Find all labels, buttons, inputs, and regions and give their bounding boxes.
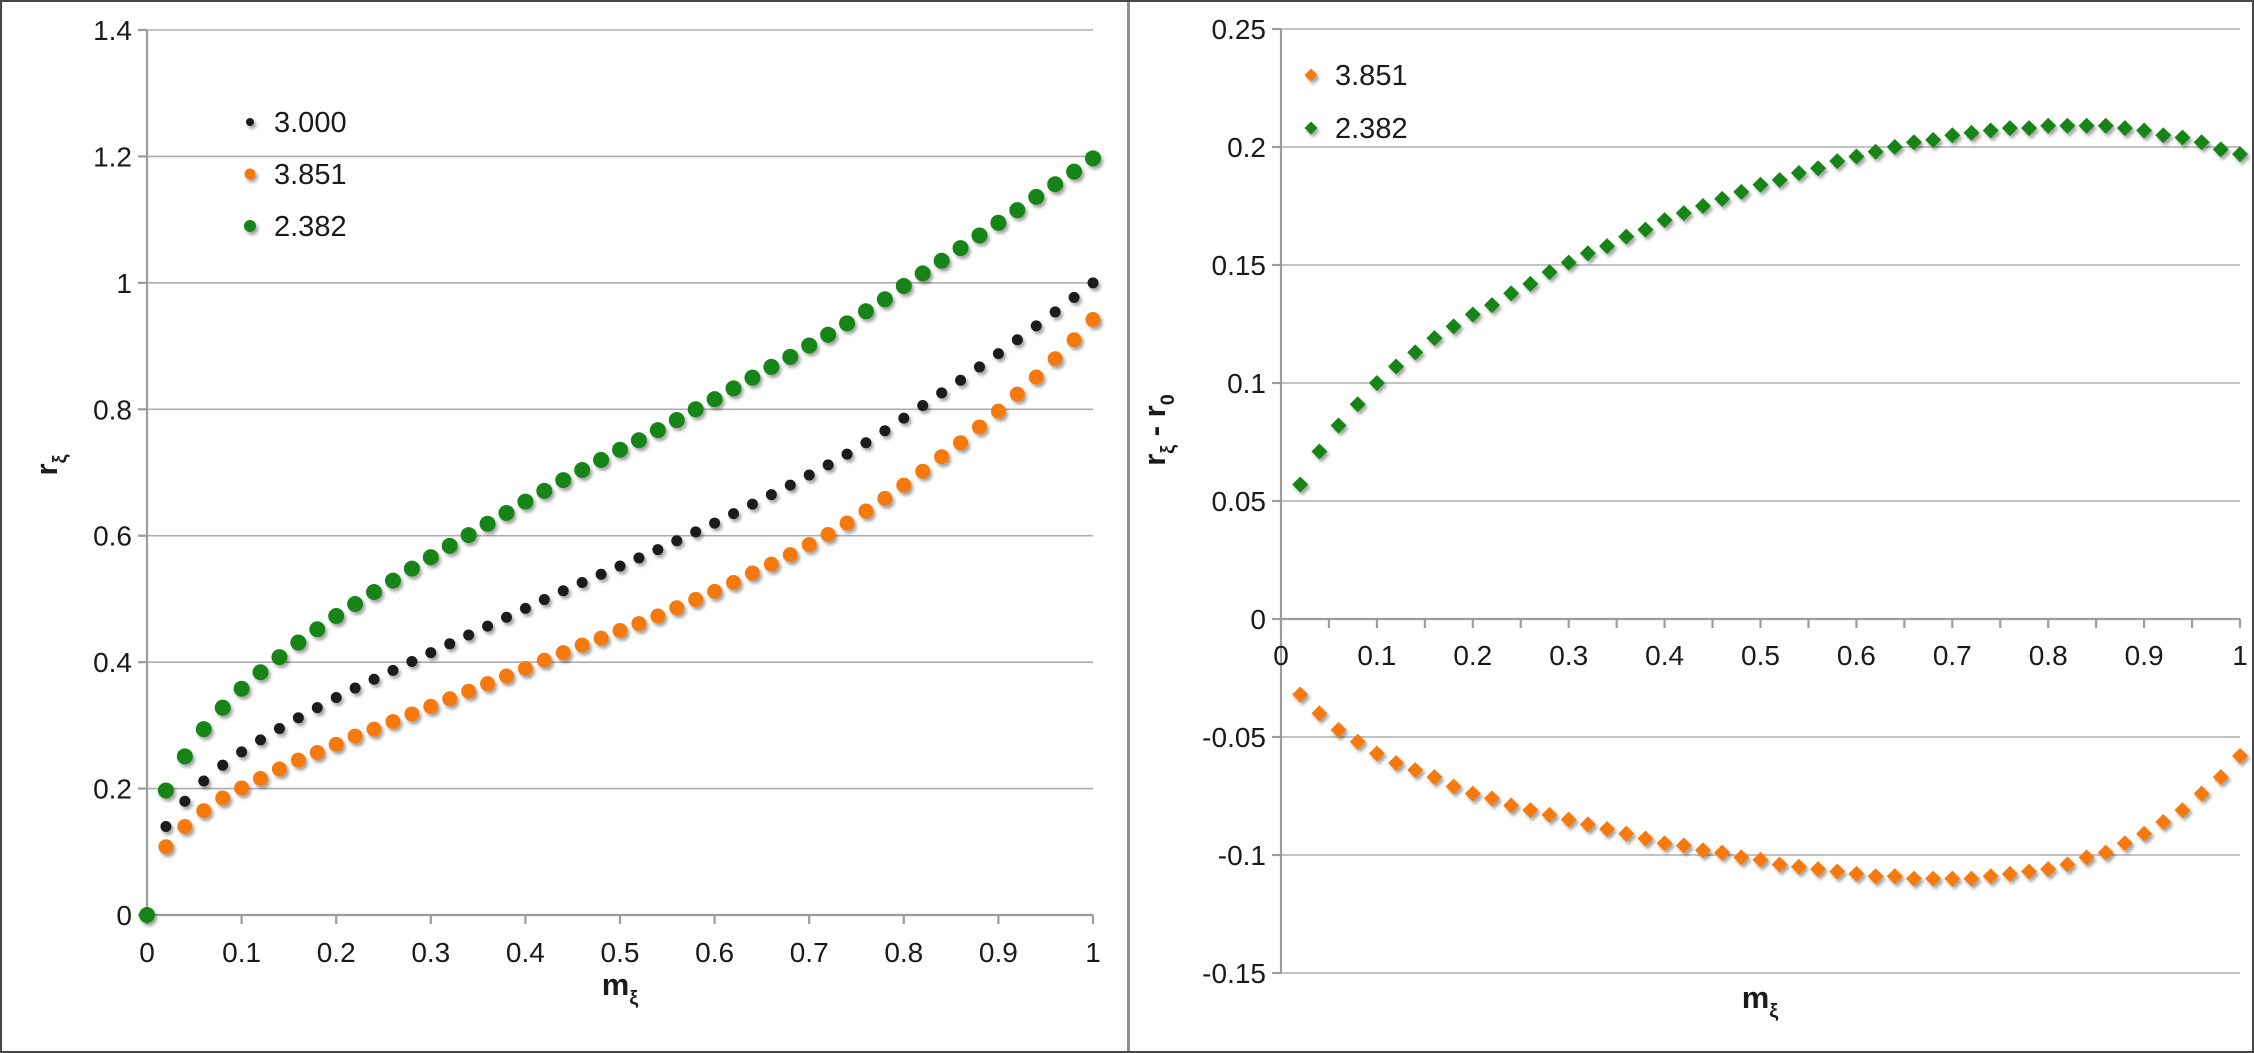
x-tick-label: 0.5 <box>601 937 640 968</box>
y-tick-label: 0.25 <box>1212 14 1267 45</box>
y-tick-label: 0.1 <box>1227 368 1266 399</box>
x-tick-label: 0.1 <box>1357 640 1396 671</box>
x-tick-label: 1 <box>2232 640 2248 671</box>
y-axis-tick-labels: 1.4 1.2 1 0.8 0.6 0.4 0.2 0 <box>93 15 132 931</box>
y-tick-label: 0.2 <box>1227 132 1266 163</box>
y-tick-label: -0.1 <box>1218 840 1266 871</box>
y-tick-label: 0.05 <box>1212 486 1267 517</box>
right-chart-panel: 0.25 0.2 0.15 0.1 0.05 0 -0.05 -0.1 -0.15 0 0.1 0.2… <box>1130 0 2254 1053</box>
y-axis-tick-labels: 0.25 0.2 0.15 0.1 0.05 0 -0.05 -0.1 -0.15 <box>1202 14 1266 989</box>
x-tick-label: 0.5 <box>1741 640 1780 671</box>
gridlines <box>147 29 1093 790</box>
y-tick-label: 1 <box>116 268 132 299</box>
legend-entry <box>1304 121 1318 135</box>
legend: 3.000 3.851 2.382 <box>244 107 347 243</box>
y-axis-title: rξ <box>29 454 71 475</box>
y-tick-label: 0 <box>116 900 132 931</box>
x-tick-label: 0.8 <box>2029 640 2068 671</box>
panel-divider <box>1127 0 1130 1053</box>
legend-label: 2.382 <box>1335 113 1408 145</box>
x-tick-label: 1 <box>1085 937 1101 968</box>
x-tick-label: 0.2 <box>1453 640 1492 671</box>
x-axis-title: mξ <box>1742 980 1779 1022</box>
y-tick-label: 0.6 <box>93 521 132 552</box>
series-2.382 <box>1292 117 2248 493</box>
y-tick-label: 0.15 <box>1212 250 1267 281</box>
x-axis-tick-labels: 0 0.1 0.2 0.3 0.4 0.5 0.6 0.7 0.8 0.9 1 <box>1273 640 2248 671</box>
x-tick-label: 0.2 <box>317 937 356 968</box>
series-3.851 <box>158 312 1101 855</box>
left-chart: 1.41.210.80.60.40.200 0.1 0.2 0.3 0.4 0.5 0.6 0… <box>29 15 1101 1009</box>
x-tick-label: 0.4 <box>1645 640 1684 671</box>
series-3.851 <box>1292 686 2248 887</box>
x-axis-tick-labels: 0 0.1 0.2 0.3 0.4 0.5 0.6 0.7 0.8 0.9 1 <box>139 937 1101 968</box>
x-tick-label: 0.8 <box>884 937 923 968</box>
gridlines <box>1281 28 2240 974</box>
series-3.000 <box>160 277 1099 832</box>
y-tick-label: 1.2 <box>93 141 132 172</box>
y-tick-label: 1.4 <box>93 15 132 46</box>
legend-label: 2.382 <box>274 211 347 243</box>
x-tick-label: 0.7 <box>1933 640 1972 671</box>
x-tick-label: 0 <box>1273 640 1289 671</box>
legend-label: 3.000 <box>274 107 347 139</box>
legend-entry <box>244 168 256 180</box>
legend-entry <box>1304 68 1318 82</box>
x-tick-label: 0.1 <box>222 937 261 968</box>
x-tick-label: 0.3 <box>411 937 450 968</box>
series-2.382 <box>139 150 1101 923</box>
y-tick-label: 0 <box>1250 604 1266 635</box>
x-tick-label: 0.6 <box>1837 640 1876 671</box>
y-tick-label: 0.4 <box>93 647 132 678</box>
x-tick-label: 0.4 <box>506 937 545 968</box>
x-tick-label: 0.9 <box>2125 640 2164 671</box>
right-chart: 0.250.20.150.10.050-0.05-0.1-0.150 0.1 0.2… <box>1137 14 2248 1022</box>
x-tick-label: 0.7 <box>790 937 829 968</box>
legend-entry <box>246 118 254 126</box>
axes <box>1272 27 2242 975</box>
y-axis-title: rξ - r0 <box>1137 394 1179 466</box>
x-tick-label: 0.3 <box>1549 640 1588 671</box>
x-tick-label: 0 <box>139 937 155 968</box>
legend-label: 3.851 <box>1335 60 1408 92</box>
x-tick-label: 0.6 <box>695 937 734 968</box>
legend: 3.851 2.382 <box>1304 60 1408 145</box>
left-chart-panel: 1.4 1.2 1 0.8 0.6 0.4 0.2 0 0 0.1 0.2 0.3 0.4 0.5 0.6 0… <box>29 15 1101 1009</box>
y-tick-label: -0.05 <box>1202 722 1266 753</box>
legend-entry <box>244 220 256 232</box>
x-tick-label: 0.9 <box>979 937 1018 968</box>
y-tick-label: -0.15 <box>1202 958 1266 989</box>
x-axis-title: mξ <box>602 967 639 1009</box>
axes <box>138 28 1095 924</box>
legend-label: 3.851 <box>274 159 347 191</box>
y-tick-label: 0.2 <box>93 774 132 805</box>
y-tick-label: 0.8 <box>93 394 132 425</box>
